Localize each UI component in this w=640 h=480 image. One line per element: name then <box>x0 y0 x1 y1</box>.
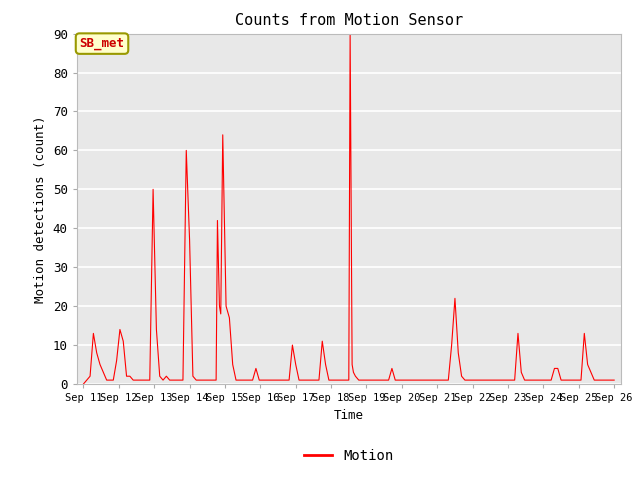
Y-axis label: Motion detections (count): Motion detections (count) <box>34 115 47 302</box>
Text: SB_met: SB_met <box>79 37 125 50</box>
Title: Counts from Motion Sensor: Counts from Motion Sensor <box>235 13 463 28</box>
X-axis label: Time: Time <box>334 408 364 421</box>
Legend: Motion: Motion <box>299 444 399 468</box>
